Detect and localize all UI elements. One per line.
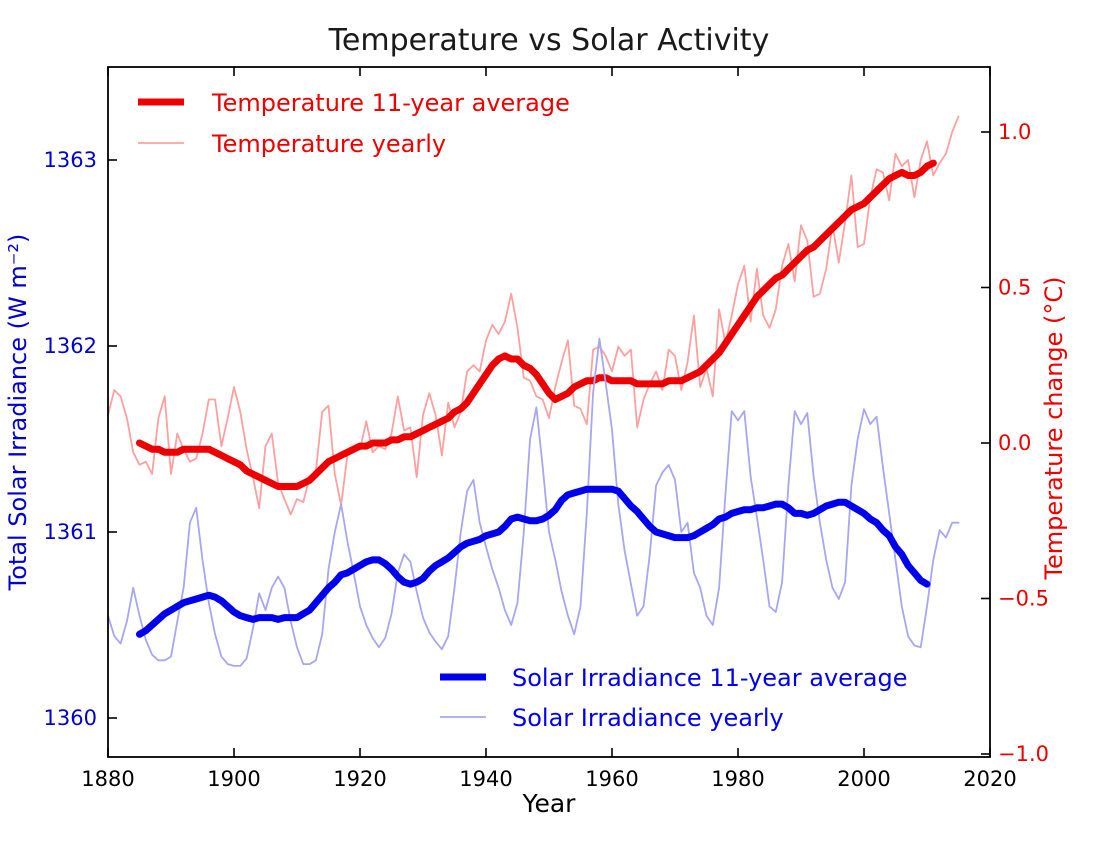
left-y-tick-label: 1361 [44,520,97,544]
temperature-yearly-line [107,115,960,516]
chart-title: Temperature vs Solar Activity [328,23,770,58]
right-y-tick-label: 0.0 [998,431,1031,455]
right-y-tick-label: 0.5 [998,276,1031,300]
x-tick-label: 2000 [837,767,890,791]
x-axis-label: Year [522,789,577,818]
legend-temperature: Temperature 11-year average Temperature … [138,89,570,158]
x-tick-label: 1900 [207,767,260,791]
series-lines [107,115,960,667]
temperature-average-legend-label: Temperature 11-year average [211,89,570,117]
left-y-tick-label: 1360 [44,706,97,730]
x-tick-label: 1940 [459,767,512,791]
x-tick-label: 1920 [333,767,386,791]
axis-tick-labels: 1880 1900 1920 1940 1960 1980 2000 2020 1360 1361… [44,120,1049,791]
legend-solar: Solar Irradiance 11-year average Solar I… [440,664,908,732]
right-y-axis-label: Temperature change (°C) [1040,276,1068,580]
temperature-yearly-legend-label: Temperature yearly [211,130,446,158]
x-tick-label: 1880 [81,767,134,791]
right-y-tick-label: −1.0 [998,742,1049,766]
x-tick-label: 1980 [711,767,764,791]
solar-irradiance-11-year-average-line [136,485,931,638]
temperature-11-year-average-line [136,159,937,490]
solar-irradiance-yearly-line [107,337,960,667]
solar-average-legend-label: Solar Irradiance 11-year average [512,664,908,692]
axis-ticks [107,67,991,757]
left-y-axis-label: Total Solar Irradiance (W m⁻²) [4,234,32,592]
right-y-tick-label: −0.5 [998,587,1049,611]
axes-frame [107,66,991,758]
solar-yearly-legend-label: Solar Irradiance yearly [512,704,784,732]
right-y-tick-label: 1.0 [998,120,1031,144]
x-tick-label: 2020 [963,767,1016,791]
left-y-tick-label: 1363 [44,148,97,172]
left-y-tick-label: 1362 [44,334,97,358]
x-tick-label: 1960 [585,767,638,791]
